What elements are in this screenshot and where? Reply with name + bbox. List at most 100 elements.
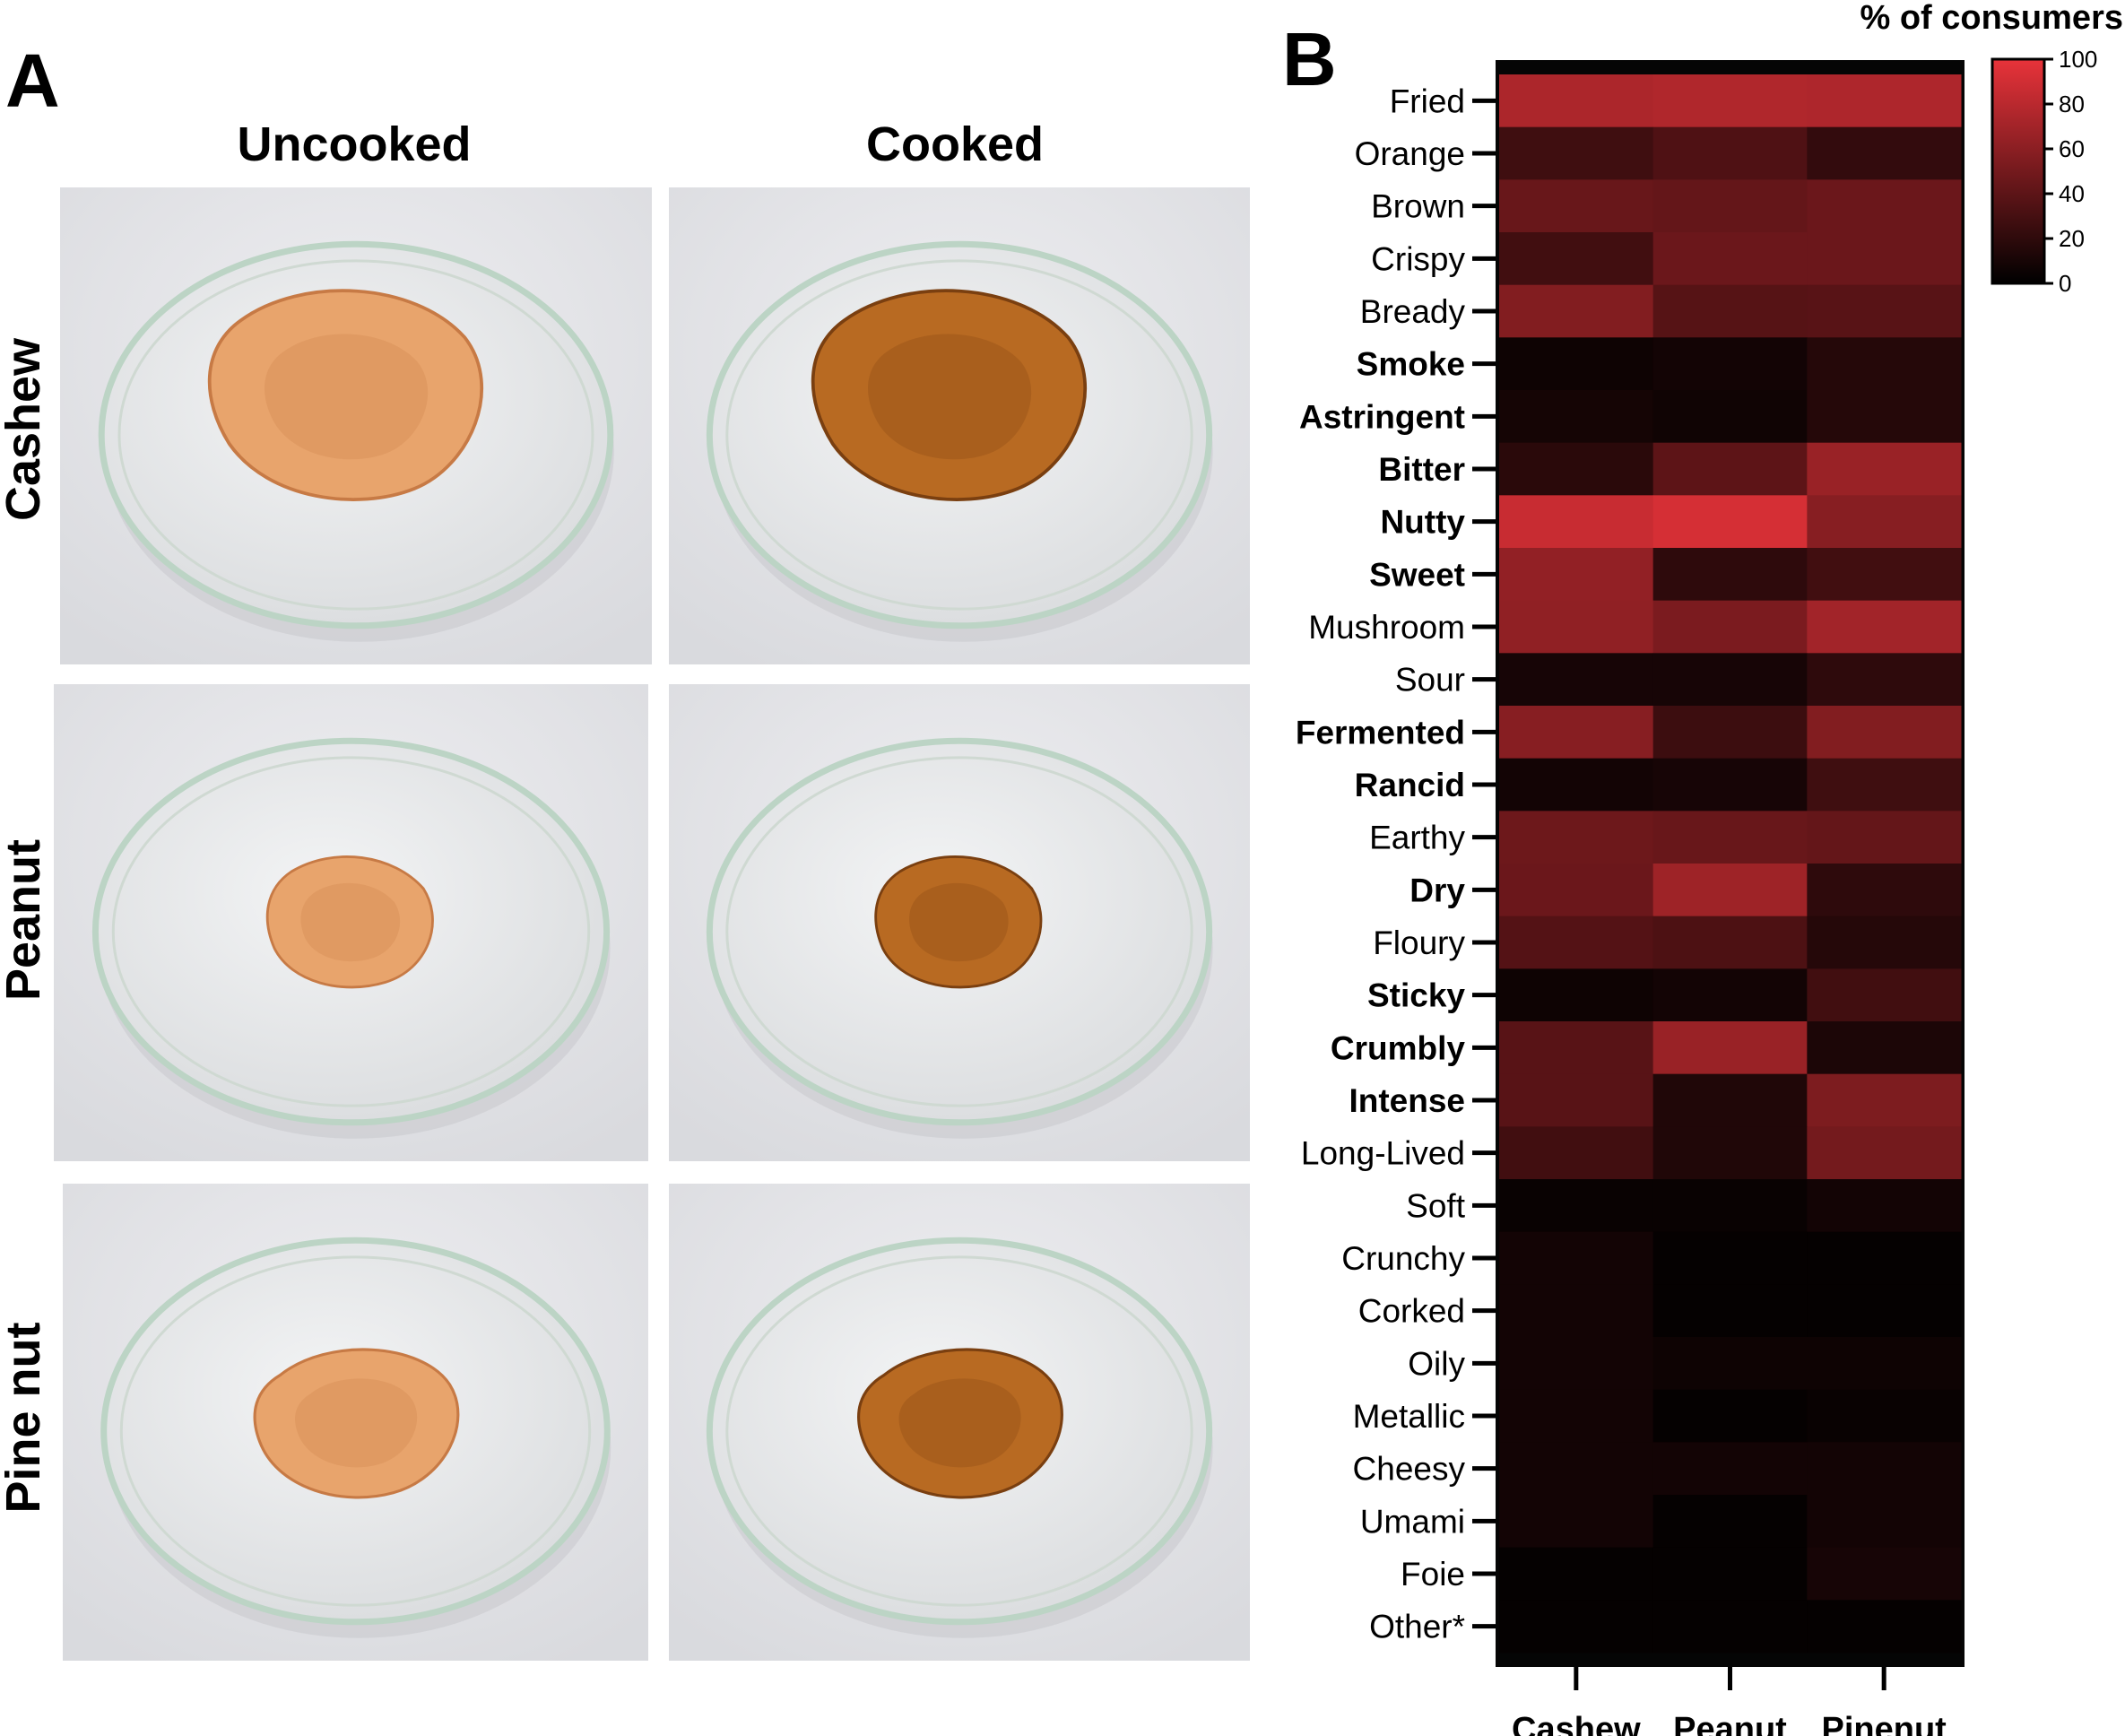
- heatmap-cell: [1499, 706, 1654, 760]
- row-label: Cheesy: [1353, 1451, 1466, 1488]
- heatmap-cell: [1807, 1600, 1962, 1654]
- heatmap-cells: [1496, 60, 1965, 1667]
- row-label: Bready: [1360, 293, 1466, 330]
- heatmap-cell: [1499, 968, 1654, 1022]
- heatmap-cell: [1499, 1389, 1654, 1443]
- heatmap-cell: [1807, 1284, 1962, 1338]
- heatmap-cell: [1499, 1442, 1654, 1496]
- heatmap-cell: [1499, 864, 1654, 917]
- heatmap-cell: [1652, 1073, 1808, 1127]
- sample-photo: [54, 684, 648, 1161]
- heatmap-cell: [1652, 74, 1808, 128]
- heatmap-cell: [1807, 284, 1962, 338]
- heatmap-cell: [1652, 968, 1808, 1022]
- heatmap-cell: [1807, 1547, 1962, 1601]
- row-label: Fried: [1390, 82, 1465, 119]
- heatmap-cell: [1807, 1021, 1962, 1075]
- heatmap-cell: [1652, 1179, 1808, 1233]
- heatmap-cell: [1807, 1442, 1962, 1496]
- heatmap-cell: [1807, 653, 1962, 707]
- heatmap-cell: [1652, 600, 1808, 654]
- sample-photo: [60, 187, 652, 664]
- heatmap-cell: [1652, 864, 1808, 917]
- row-label: Foie: [1401, 1556, 1465, 1593]
- heatmap-cell: [1807, 74, 1962, 128]
- heatmap-cell: [1499, 548, 1654, 602]
- heatmap-cell: [1652, 1126, 1808, 1180]
- heatmap-cell: [1652, 442, 1808, 496]
- panel-b-letter: B: [1282, 17, 1337, 101]
- heatmap-cell: [1807, 337, 1962, 391]
- row-label: Sweet: [1369, 556, 1465, 593]
- row-label: Long-Lived: [1301, 1135, 1465, 1172]
- heatmap-cell: [1499, 1231, 1654, 1285]
- column-label: Pinenut: [1822, 1711, 1947, 1736]
- heatmap-column-labels: Cashew Peanut Pinenut: [1512, 1667, 1947, 1736]
- heatmap-cell: [1499, 758, 1654, 812]
- row-label: Sour: [1395, 662, 1465, 699]
- heatmap-cell: [1807, 811, 1962, 864]
- heatmap-cell: [1652, 495, 1808, 549]
- row-label: Nutty: [1380, 504, 1465, 541]
- heatmap-row-labels: Fried Orange Brown Crispy Bready Smoke Astring…: [1296, 82, 1496, 1645]
- colorbar-tick-label: 0: [2059, 270, 2071, 297]
- row-label: Brown: [1371, 188, 1465, 225]
- sample-photo: [669, 684, 1250, 1161]
- heatmap-cell: [1807, 442, 1962, 496]
- colorbar-title: % of consumers: [1860, 0, 2123, 37]
- heatmap-cell: [1499, 1600, 1654, 1654]
- heatmap-cell: [1499, 811, 1654, 864]
- row-label: Intense: [1349, 1082, 1465, 1119]
- heatmap-cell: [1807, 916, 1962, 969]
- row-label: Oily: [1408, 1345, 1465, 1382]
- panel-a-letter: A: [5, 39, 60, 123]
- row-label: Other*: [1369, 1609, 1465, 1645]
- heatmap-cell: [1499, 179, 1654, 233]
- column-title-uncooked: Uncooked: [237, 117, 472, 171]
- heatmap-cell: [1807, 758, 1962, 812]
- heatmap-cell: [1499, 600, 1654, 654]
- row-label: Fermented: [1296, 714, 1465, 751]
- heatmap-cell: [1652, 758, 1808, 812]
- heatmap-cell: [1652, 337, 1808, 391]
- heatmap-cell: [1499, 337, 1654, 391]
- colorbar-tick-label: 80: [2059, 91, 2085, 117]
- heatmap-cell: [1652, 390, 1808, 444]
- row-label: Astringent: [1299, 398, 1465, 435]
- heatmap-cell: [1499, 1337, 1654, 1391]
- heatmap-cell: [1807, 600, 1962, 654]
- heatmap-cell: [1652, 1495, 1808, 1549]
- heatmap-cell: [1499, 1495, 1654, 1549]
- colorbar-tick-label: 20: [2059, 225, 2085, 252]
- heatmap-cell: [1807, 1337, 1962, 1391]
- heatmap-cell: [1807, 232, 1962, 286]
- heatmap-cell: [1499, 1284, 1654, 1338]
- heatmap-chart: B Fried Orange Brown Crispy Bready Smoke Astri…: [1282, 0, 2123, 1736]
- column-label: Cashew: [1512, 1711, 1641, 1736]
- heatmap-cell: [1499, 1547, 1654, 1601]
- heatmap-cell: [1807, 1389, 1962, 1443]
- heatmap-cell: [1807, 179, 1962, 233]
- heatmap-cell: [1652, 1442, 1808, 1496]
- heatmap-cell: [1807, 706, 1962, 760]
- heatmap-cell: [1652, 1231, 1808, 1285]
- row-title-cashew: Cashew: [0, 337, 50, 522]
- row-label: Metallic: [1353, 1398, 1465, 1435]
- heatmap-cell: [1499, 916, 1654, 969]
- row-label: Orange: [1355, 135, 1465, 172]
- heatmap-cell: [1499, 74, 1654, 128]
- heatmap-cell: [1499, 390, 1654, 444]
- heatmap-cell: [1499, 1179, 1654, 1233]
- colorbar-bar: [1991, 57, 2046, 285]
- row-label: Crispy: [1371, 240, 1465, 277]
- heatmap-cell: [1652, 548, 1808, 602]
- row-title-peanut: Peanut: [0, 838, 50, 1002]
- heatmap-cell: [1499, 126, 1654, 180]
- row-label: Crunchy: [1341, 1240, 1465, 1277]
- heatmap-cell: [1807, 968, 1962, 1022]
- heatmap-cell: [1652, 179, 1808, 233]
- sample-photo: [669, 187, 1250, 664]
- heatmap-cell: [1499, 1073, 1654, 1127]
- row-label: Dry: [1409, 872, 1465, 908]
- heatmap-cell: [1807, 1231, 1962, 1285]
